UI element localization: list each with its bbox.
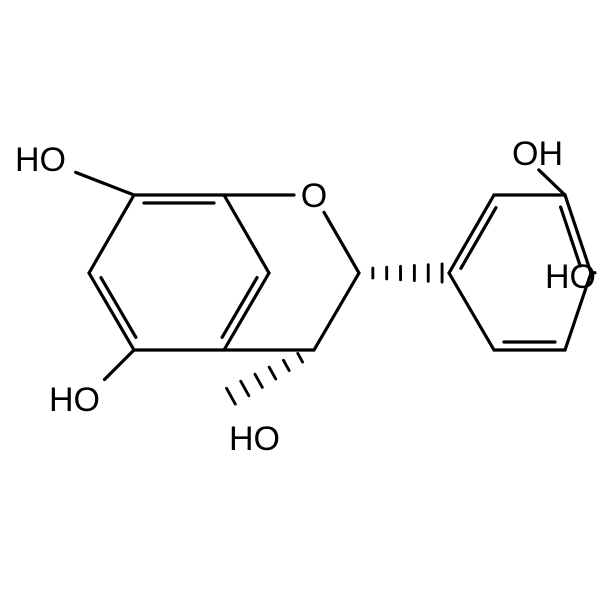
atom-label: HO	[49, 381, 100, 419]
atom-label: HO	[229, 420, 280, 458]
atom-label: O	[301, 177, 327, 215]
atom-label: HO	[15, 141, 66, 179]
molecule-diagram: O HO HO HO OH HO	[0, 0, 600, 600]
atom-label: OH	[512, 135, 563, 173]
atom-label: HO	[545, 258, 596, 296]
